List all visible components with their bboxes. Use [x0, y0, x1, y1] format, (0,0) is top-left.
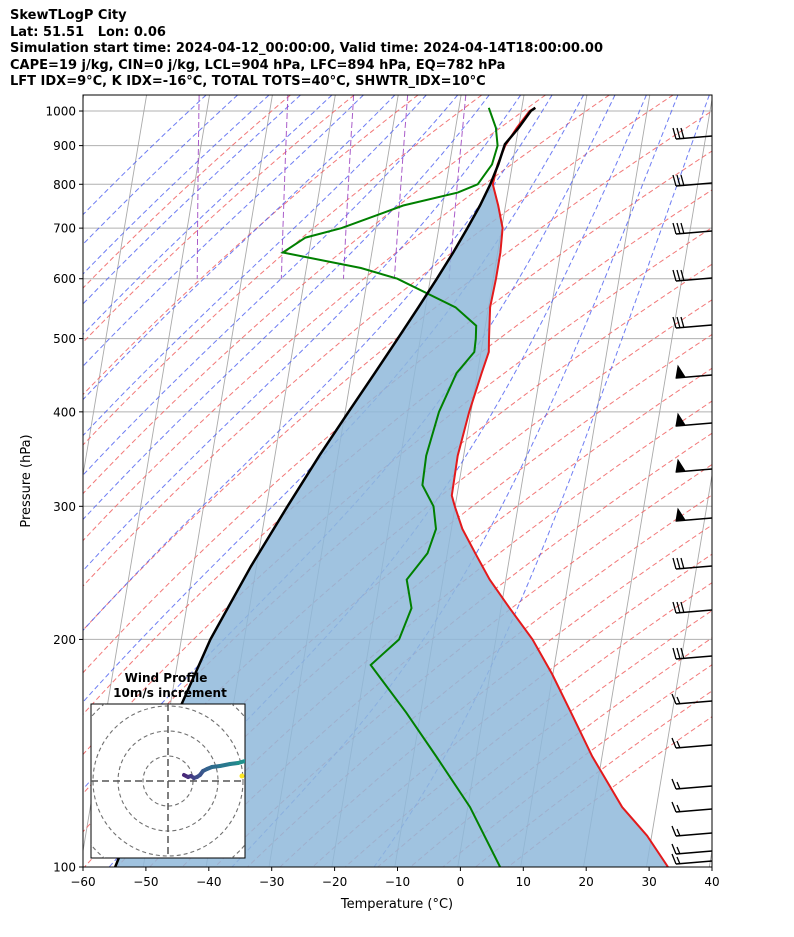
wind-barb	[675, 364, 713, 379]
x-tick-label: −10	[385, 875, 410, 889]
moist-adiabat	[83, 95, 490, 521]
x-tick-label: 0	[457, 875, 465, 889]
inset-title: Wind Profile	[125, 671, 208, 685]
moist-adiabat	[83, 95, 553, 632]
x-tick-label: −50	[133, 875, 158, 889]
x-tick-label: 40	[704, 875, 719, 889]
isotherm	[83, 95, 148, 478]
dry-adiabat	[83, 95, 355, 344]
indices-line-1: CAPE=19 j/kg, CIN=0 j/kg, LCL=904 hPa, L…	[10, 57, 506, 73]
isotherm	[708, 848, 712, 867]
isotherm	[83, 95, 85, 102]
inset-subtitle: 10m/s increment	[113, 686, 227, 700]
dry-adiabat	[83, 95, 610, 542]
x-tick-label: −40	[196, 875, 221, 889]
moist-adiabat	[83, 95, 459, 476]
mixing-ratio-line	[448, 95, 467, 279]
y-tick-label: 700	[53, 222, 76, 236]
wind-barb	[671, 737, 713, 749]
dry-adiabat	[83, 95, 546, 495]
y-tick-label: 400	[53, 405, 76, 419]
moist-adiabat	[83, 95, 616, 790]
x-tick-label: 30	[641, 875, 656, 889]
y-tick-label: 500	[53, 332, 76, 346]
chart-header: SkewTLogP City Lat: 51.51 Lon: 0.06 Simu…	[10, 8, 603, 91]
y-tick-label: 900	[53, 139, 76, 153]
hodograph-trace	[236, 759, 245, 765]
x-tick-label: −20	[322, 875, 347, 889]
time-line: Simulation start time: 2024-04-12_00:00:…	[10, 41, 603, 56]
dry-adiabat	[83, 95, 291, 289]
isotherm	[0, 95, 21, 867]
wind-barb	[672, 647, 713, 660]
wind-barb	[671, 801, 713, 813]
y-tick-label: 600	[53, 272, 76, 286]
dry-adiabat	[83, 150, 712, 674]
dry-adiabat	[149, 400, 712, 867]
wind-barb	[671, 778, 713, 790]
moist-adiabat	[83, 95, 427, 437]
wind-barb	[675, 458, 713, 473]
wind-barb	[672, 601, 713, 614]
wind-barb	[671, 853, 713, 865]
wind-barb	[672, 557, 713, 570]
wind-barb	[675, 507, 713, 522]
dewpoint-profile	[280, 107, 501, 867]
moist-adiabat	[83, 95, 396, 401]
isotherm	[583, 96, 712, 867]
location-line: Lat: 51.51 Lon: 0.06	[10, 24, 166, 40]
y-tick-label: 100	[53, 861, 76, 875]
moist-adiabat	[373, 95, 710, 867]
parcel-profile	[114, 106, 537, 867]
dry-adiabat	[83, 95, 674, 587]
dry-adiabat	[83, 95, 419, 396]
y-tick-label: 300	[53, 500, 76, 514]
x-tick-label: −30	[259, 875, 284, 889]
y-tick-label: 200	[53, 633, 76, 647]
wind-barb	[672, 269, 713, 282]
cape-shading	[115, 107, 668, 867]
dry-adiabat	[83, 189, 712, 715]
wind-barb	[672, 316, 713, 329]
hodograph-surface-point	[239, 773, 245, 779]
wind-barb	[671, 693, 713, 705]
moist-adiabat	[231, 95, 679, 867]
mixing-ratio-line	[280, 95, 289, 279]
dry-adiabat	[181, 432, 712, 867]
moist-adiabat	[83, 95, 522, 572]
mixing-ratio-line	[393, 95, 409, 279]
temperature-profile	[450, 106, 669, 867]
dry-adiabat	[247, 494, 712, 867]
y-tick-label: 800	[53, 178, 76, 192]
y-axis-label: Pressure (hPa)	[19, 434, 34, 527]
wind-profile-inset: Wind Profile 10m/s increment	[90, 671, 246, 859]
wind-barb	[672, 222, 713, 235]
wind-barb	[671, 825, 713, 837]
wind-barb	[671, 843, 713, 855]
mixing-ratio-line	[343, 95, 355, 279]
dry-adiabat	[83, 95, 483, 446]
moist-adiabat	[108, 95, 647, 867]
indices-line-2: LFT IDX=9°C, K IDX=-16°C, TOTAL TOTS=40°…	[10, 74, 486, 89]
dry-adiabat	[279, 524, 712, 867]
x-tick-label: 10	[516, 875, 531, 889]
isotherm	[645, 472, 712, 867]
x-axis-label: Temperature (°C)	[340, 897, 453, 912]
wind-barb	[672, 127, 713, 140]
x-tick-label: 20	[579, 875, 594, 889]
y-tick-label: 1000	[45, 105, 76, 119]
mixing-ratio-line	[196, 95, 200, 279]
x-tick-label: −60	[70, 875, 95, 889]
chart-title: SkewTLogP City	[10, 8, 127, 23]
wind-barb	[672, 174, 713, 187]
wind-barb	[675, 412, 713, 427]
